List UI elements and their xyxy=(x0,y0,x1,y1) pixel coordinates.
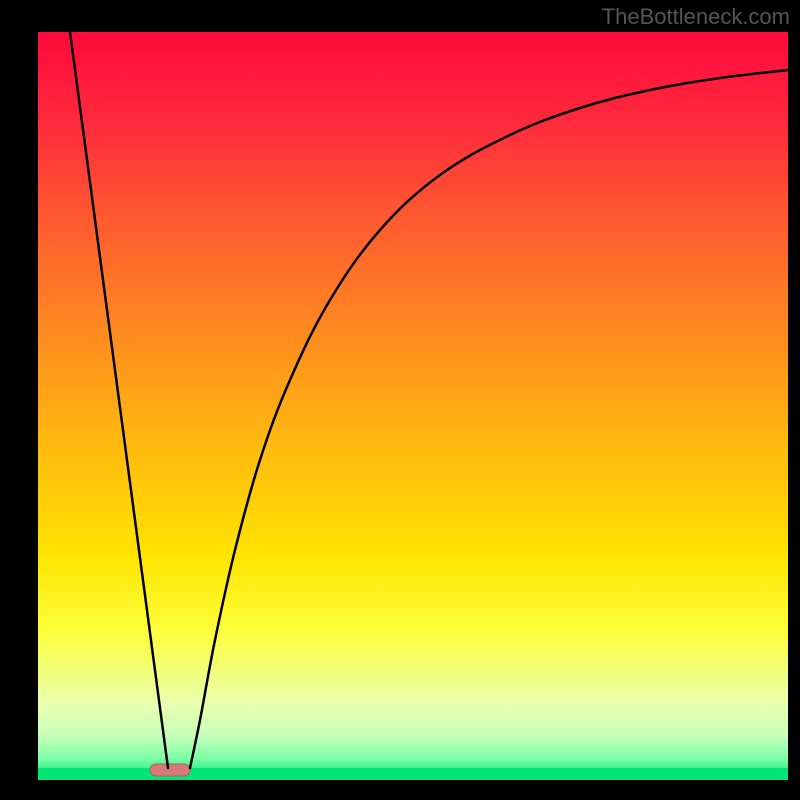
watermark-text: TheBottleneck.com xyxy=(602,4,790,30)
dip-marker xyxy=(150,764,190,776)
chart-svg xyxy=(0,0,800,800)
chart-container: TheBottleneck.com xyxy=(0,0,800,800)
chart-gradient-background xyxy=(38,32,788,780)
